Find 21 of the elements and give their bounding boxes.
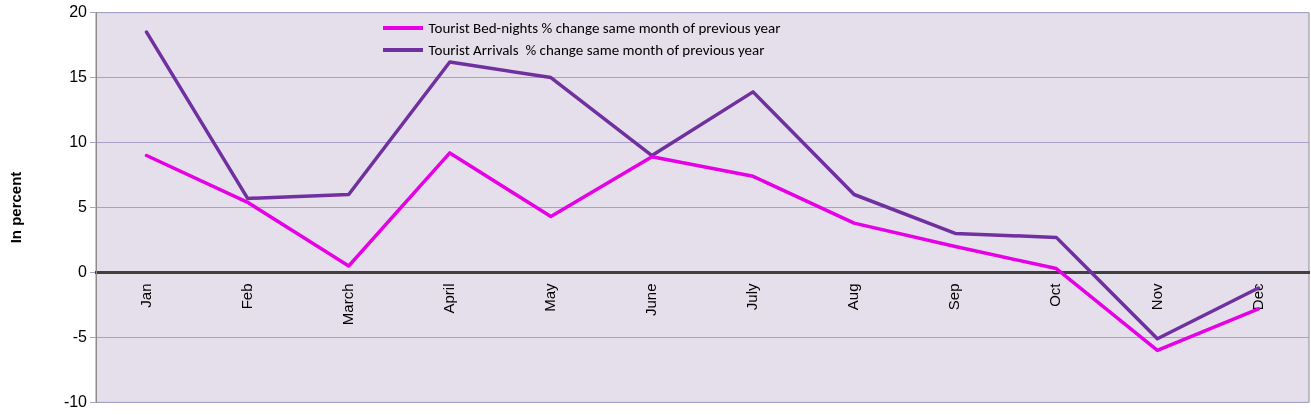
legend-label: Tourist Arrivals % change same month of previous year <box>427 39 766 61</box>
legend-label: Tourist Bed-nights % change same month of previous year <box>427 17 781 39</box>
x-tick-label: April <box>439 283 457 314</box>
x-tick-label: June <box>642 283 660 316</box>
x-tick-label: Feb <box>237 283 255 310</box>
x-tick-label: May <box>541 282 559 312</box>
y-tick-label: -5 <box>72 327 88 345</box>
x-tick-label: Jan <box>136 283 154 308</box>
y-tick-label: 10 <box>69 132 88 150</box>
y-tick-label: 20 <box>69 3 88 21</box>
x-tick-label: Aug <box>844 283 862 311</box>
y-tick-label: -10 <box>63 392 88 410</box>
y-axis-title: In percent <box>7 171 25 244</box>
x-tick-label: July <box>743 282 761 311</box>
y-tick-label: 15 <box>69 67 88 85</box>
x-tick-label: March <box>338 283 356 326</box>
x-tick-label: Nov <box>1147 282 1165 311</box>
x-tick-label: Sep <box>945 283 963 311</box>
x-tick-label: Oct <box>1046 282 1064 307</box>
y-tick-label: 5 <box>78 197 88 215</box>
y-tick-label: 0 <box>78 262 88 280</box>
